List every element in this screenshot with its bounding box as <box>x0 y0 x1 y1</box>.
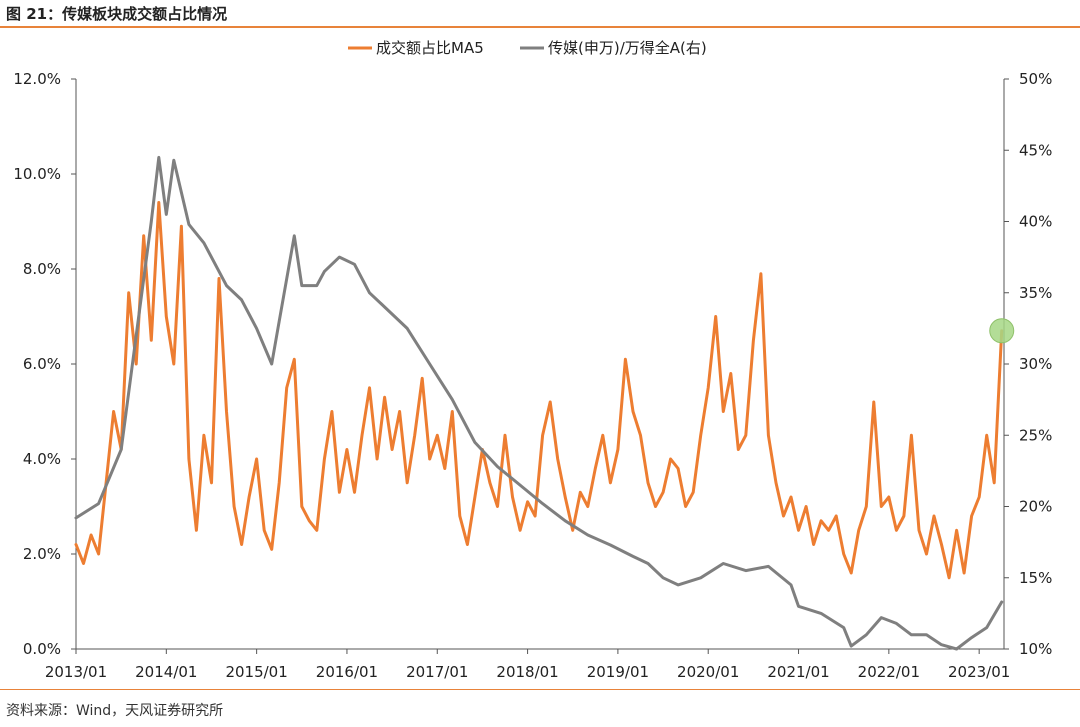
legend: 成交额占比MA5 传媒(申万)/万得全A(右) <box>348 39 707 57</box>
x-tick-label: 2019/01 <box>587 663 649 681</box>
bottom-rule <box>0 689 1080 690</box>
x-tick-label: 2018/01 <box>496 663 558 681</box>
y-right-tick-label: 25% <box>1019 426 1052 444</box>
y-right-tick-label: 10% <box>1019 640 1052 658</box>
series-layer <box>74 155 1015 651</box>
y-left-tick-label: 6.0% <box>23 355 61 373</box>
y-left-tick-label: 0.0% <box>23 640 61 658</box>
highlight-marker <box>989 318 1015 344</box>
y-left-tick-label: 8.0% <box>23 260 61 278</box>
x-tick-label: 2021/01 <box>767 663 829 681</box>
x-tick-label: 2017/01 <box>406 663 468 681</box>
y-left-tick-label: 4.0% <box>23 450 61 468</box>
y-right-tick-label: 20% <box>1019 498 1052 516</box>
x-tick-label: 2015/01 <box>225 663 287 681</box>
x-tick-label: 2014/01 <box>135 663 197 681</box>
y-right-tick-label: 50% <box>1019 70 1052 88</box>
series-line-media-relative <box>74 155 1004 651</box>
y-right-tick-label: 30% <box>1019 355 1052 373</box>
source-note: 资料来源：Wind，天风证券研究所 <box>6 703 224 719</box>
y-right-tick-label: 35% <box>1019 284 1052 302</box>
line-chart: 0.0% 2.0% 4.0% 6.0% 8.0% 10.0% 12.0% 10% 15% 20% 2… <box>13 39 1052 681</box>
x-tick-label: 2016/01 <box>316 663 378 681</box>
y-right-tick-label: 40% <box>1019 213 1052 231</box>
legend-label: 成交额占比MA5 <box>376 39 484 57</box>
y-left-tick-label: 10.0% <box>13 165 61 183</box>
figure-title: 图 21：传媒板块成交额占比情况 <box>6 5 228 23</box>
axes-layer: 0.0% 2.0% 4.0% 6.0% 8.0% 10.0% 12.0% 10% 15% 20% 2… <box>13 70 1052 681</box>
legend-label: 传媒(申万)/万得全A(右) <box>548 39 707 57</box>
y-right-tick-label: 45% <box>1019 141 1052 159</box>
series-line-turnover-share <box>74 201 1004 580</box>
x-tick-label: 2023/01 <box>948 663 1010 681</box>
x-tick-label: 2013/01 <box>45 663 107 681</box>
x-tick-label: 2022/01 <box>858 663 920 681</box>
y-left-tick-label: 12.0% <box>13 70 61 88</box>
x-tick-label: 2020/01 <box>677 663 739 681</box>
y-left-tick-label: 2.0% <box>23 545 61 563</box>
y-right-tick-label: 15% <box>1019 569 1052 587</box>
top-rule <box>0 26 1080 28</box>
